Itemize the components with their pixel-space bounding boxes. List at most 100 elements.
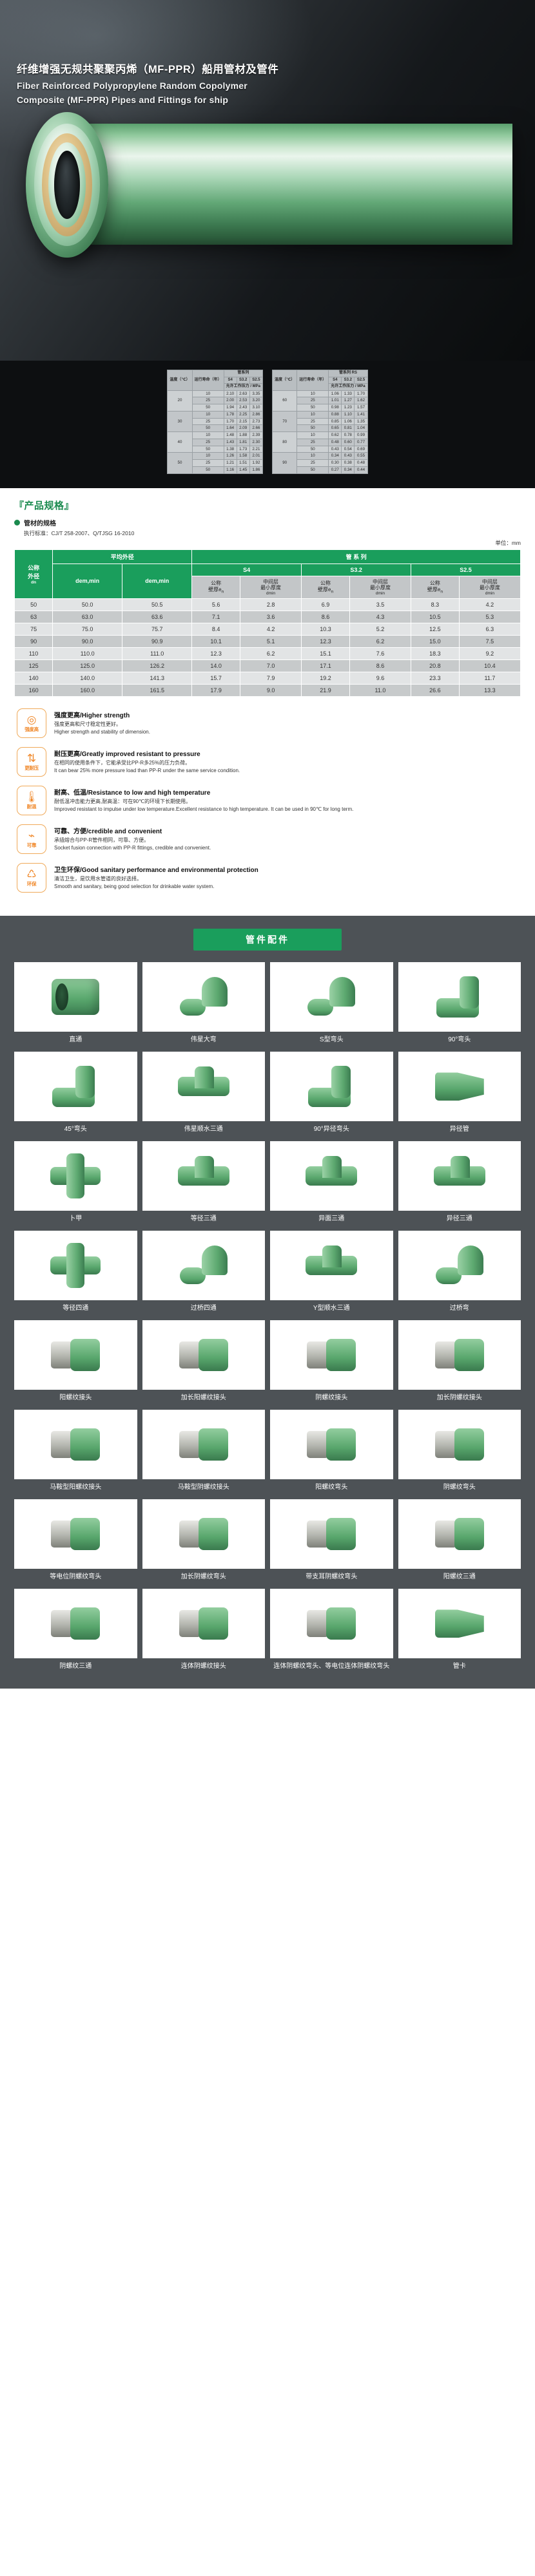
feature-body: 强度更高/Higher strength 强度更高和尺寸稳定性更好。 Higher … xyxy=(54,708,518,736)
fitting-item[interactable]: 等径四通 xyxy=(14,1231,137,1314)
col-mean-od: 平均外径 xyxy=(52,549,193,564)
pressure-value: 0.48 xyxy=(328,438,342,446)
fitting-shape-reducer xyxy=(434,1072,484,1101)
pressure-years: 10 xyxy=(191,410,224,419)
fitting-item[interactable]: 直通 xyxy=(14,962,137,1045)
spec-cell-s4-e: 5.6 xyxy=(191,598,240,612)
spec-cell-s32-e: 10.3 xyxy=(301,623,350,636)
fitting-item[interactable]: 等电位阴螺纹弯头 xyxy=(14,1499,137,1582)
fitting-label: 阴螺纹接头 xyxy=(315,1394,348,1402)
fitting-item[interactable]: 伟星顺水三通 xyxy=(142,1052,265,1135)
ph-series: S2.5 xyxy=(249,376,264,384)
fitting-item[interactable]: 加长阴螺纹接头 xyxy=(398,1320,521,1403)
fitting-item[interactable]: 连体阴螺纹弯头、等电位连体阴螺纹弯头 xyxy=(270,1589,393,1672)
fitting-item[interactable]: 阳螺纹三通 xyxy=(398,1499,521,1582)
spec-table-row: 63 63.0 63.6 7.1 3.6 8.6 4.3 10.5 5.3 xyxy=(14,611,521,624)
fitting-image xyxy=(270,962,393,1032)
spec-cell-dn: 125 xyxy=(14,659,54,673)
pressure-years: 10 xyxy=(191,431,224,439)
fitting-item[interactable]: 伟星大弯 xyxy=(142,962,265,1045)
fitting-label: 连体阴螺纹弯头、等电位连体阴螺纹弯头 xyxy=(273,1663,390,1671)
fitting-item[interactable]: 加长阳螺纹接头 xyxy=(142,1320,265,1403)
fitting-item[interactable]: 异径三通 xyxy=(398,1141,521,1224)
hero-title-block: 纤维增强无规共聚聚丙烯（MF-PPR）船用管材及管件 Fiber Reinfor… xyxy=(17,62,429,107)
fitting-item[interactable]: 阳螺纹弯头 xyxy=(270,1410,393,1493)
fitting-item[interactable]: 等径三通 xyxy=(142,1141,265,1224)
pressure-value: 0.62 xyxy=(328,431,342,439)
pressure-years: 50 xyxy=(191,424,224,432)
pressure-row: 25 1.21 1.51 1.92 xyxy=(168,459,264,467)
ph-series-group: 管系列 xyxy=(223,370,264,377)
fitting-item[interactable]: Y型顺水三通 xyxy=(270,1231,393,1314)
pressure-value: 0.34 xyxy=(328,452,342,460)
pressure-value: 1.06 xyxy=(328,390,342,398)
pressure-value: 1.51 xyxy=(236,459,250,467)
feature-desc-cn: 耐低温冲击能力更高,耐高温：可在90℃的环境下长期使用。 xyxy=(54,799,191,805)
col-s32-wall: 公称 壁厚en xyxy=(301,575,350,600)
fitting-item[interactable]: 阴螺纹三通 xyxy=(14,1589,137,1672)
fitting-item[interactable]: 马鞍型阳螺纹接头 xyxy=(14,1410,137,1493)
feature-tag: 强度高 xyxy=(24,726,39,732)
pressure-value: 1.35 xyxy=(354,417,368,426)
pressure-value: 0.69 xyxy=(354,445,368,453)
fitting-label: 马鞍型阳螺纹接头 xyxy=(50,1484,102,1492)
pressure-years: 10 xyxy=(297,452,329,460)
fitting-image xyxy=(142,1499,265,1569)
specification-table: 公称 外径 dn 平均外径 管 系 列 dem,min dem,min S4 S3.… xyxy=(14,549,521,697)
feature-title: 可靠、方便/credible and convenient xyxy=(54,828,162,836)
pipe-bore xyxy=(54,151,80,219)
fitting-item[interactable]: 阴螺纹弯头 xyxy=(398,1410,521,1493)
fitting-item[interactable]: 连体阴螺纹接头 xyxy=(142,1589,265,1672)
fitting-shape-brass xyxy=(51,1606,101,1641)
fitting-shape-brass xyxy=(434,1338,484,1372)
feature-desc-cn: 承插熔合与PP-R管件相同，可靠、方便。 xyxy=(54,837,150,844)
fitting-item[interactable]: 异径管 xyxy=(398,1052,521,1135)
spec-cell-dmax: 126.2 xyxy=(122,659,193,673)
fitting-item[interactable]: 阳螺纹接头 xyxy=(14,1320,137,1403)
pressure-years: 50 xyxy=(297,424,329,432)
pressure-value: 2.30 xyxy=(249,438,264,446)
ph-series: S3.2 xyxy=(236,376,250,384)
fitting-shape-brass xyxy=(179,1338,228,1372)
fitting-image xyxy=(142,1320,265,1390)
pressure-value: 1.23 xyxy=(341,404,355,412)
fitting-item[interactable]: 异面三通 xyxy=(270,1141,393,1224)
spec-cell-dmin: 110.0 xyxy=(52,647,123,661)
fitting-image xyxy=(270,1141,393,1211)
pressure-temp: 70 xyxy=(271,410,298,433)
fitting-shape-brass xyxy=(307,1427,356,1462)
fitting-image xyxy=(270,1320,393,1390)
pressure-row: 50 0.27 0.34 0.44 xyxy=(273,466,368,474)
fitting-item[interactable]: 90°异径弯头 xyxy=(270,1052,393,1135)
fitting-item[interactable]: 过桥四通 xyxy=(142,1231,265,1314)
feature-desc-en: Smooth and sanitary, being good selectio… xyxy=(54,884,215,890)
pressure-value: 1.64 xyxy=(223,424,237,432)
fitting-label: 阴螺纹弯头 xyxy=(443,1484,476,1492)
spec-subtitle-row: 管材的规格 xyxy=(14,518,521,527)
spec-cell-dn: 160 xyxy=(14,684,54,697)
spec-cell-s25-e: 23.3 xyxy=(411,672,460,685)
strength-icon: ◎ 强度高 xyxy=(17,708,46,739)
fitting-item[interactable]: 过桥弯 xyxy=(398,1231,521,1314)
fitting-item[interactable]: 管卡 xyxy=(398,1589,521,1672)
fitting-item[interactable]: S型弯头 xyxy=(270,962,393,1045)
pressure-value: 0.43 xyxy=(328,445,342,453)
fitting-label: 等电位阴螺纹弯头 xyxy=(50,1573,102,1581)
fitting-label: 加长阳螺纹接头 xyxy=(180,1394,226,1402)
pressure-value: 1.70 xyxy=(223,417,237,426)
fitting-image xyxy=(270,1499,393,1569)
pressure-value: 0.55 xyxy=(354,452,368,460)
fitting-item[interactable]: 马鞍型阴螺纹接头 xyxy=(142,1410,265,1493)
spec-cell-s32-e: 6.9 xyxy=(301,598,350,612)
ph-series-group: 管系列 RS xyxy=(328,370,368,377)
pressure-value: 1.38 xyxy=(223,445,237,453)
fitting-item[interactable]: 加长阴螺纹弯头 xyxy=(142,1499,265,1582)
fitting-item[interactable]: 阴螺纹接头 xyxy=(270,1320,393,1403)
feature-glyph: 🌡 xyxy=(24,790,39,803)
col-dem-min: dem,min xyxy=(52,563,123,600)
fitting-item[interactable]: 90°弯头 xyxy=(398,962,521,1045)
ph-unit: 允许工作压力 / MPa xyxy=(328,383,368,391)
fitting-item[interactable]: 45°弯头 xyxy=(14,1052,137,1135)
fitting-item[interactable]: 卜甲 xyxy=(14,1141,137,1224)
fitting-item[interactable]: 带支耳阴螺纹弯头 xyxy=(270,1499,393,1582)
